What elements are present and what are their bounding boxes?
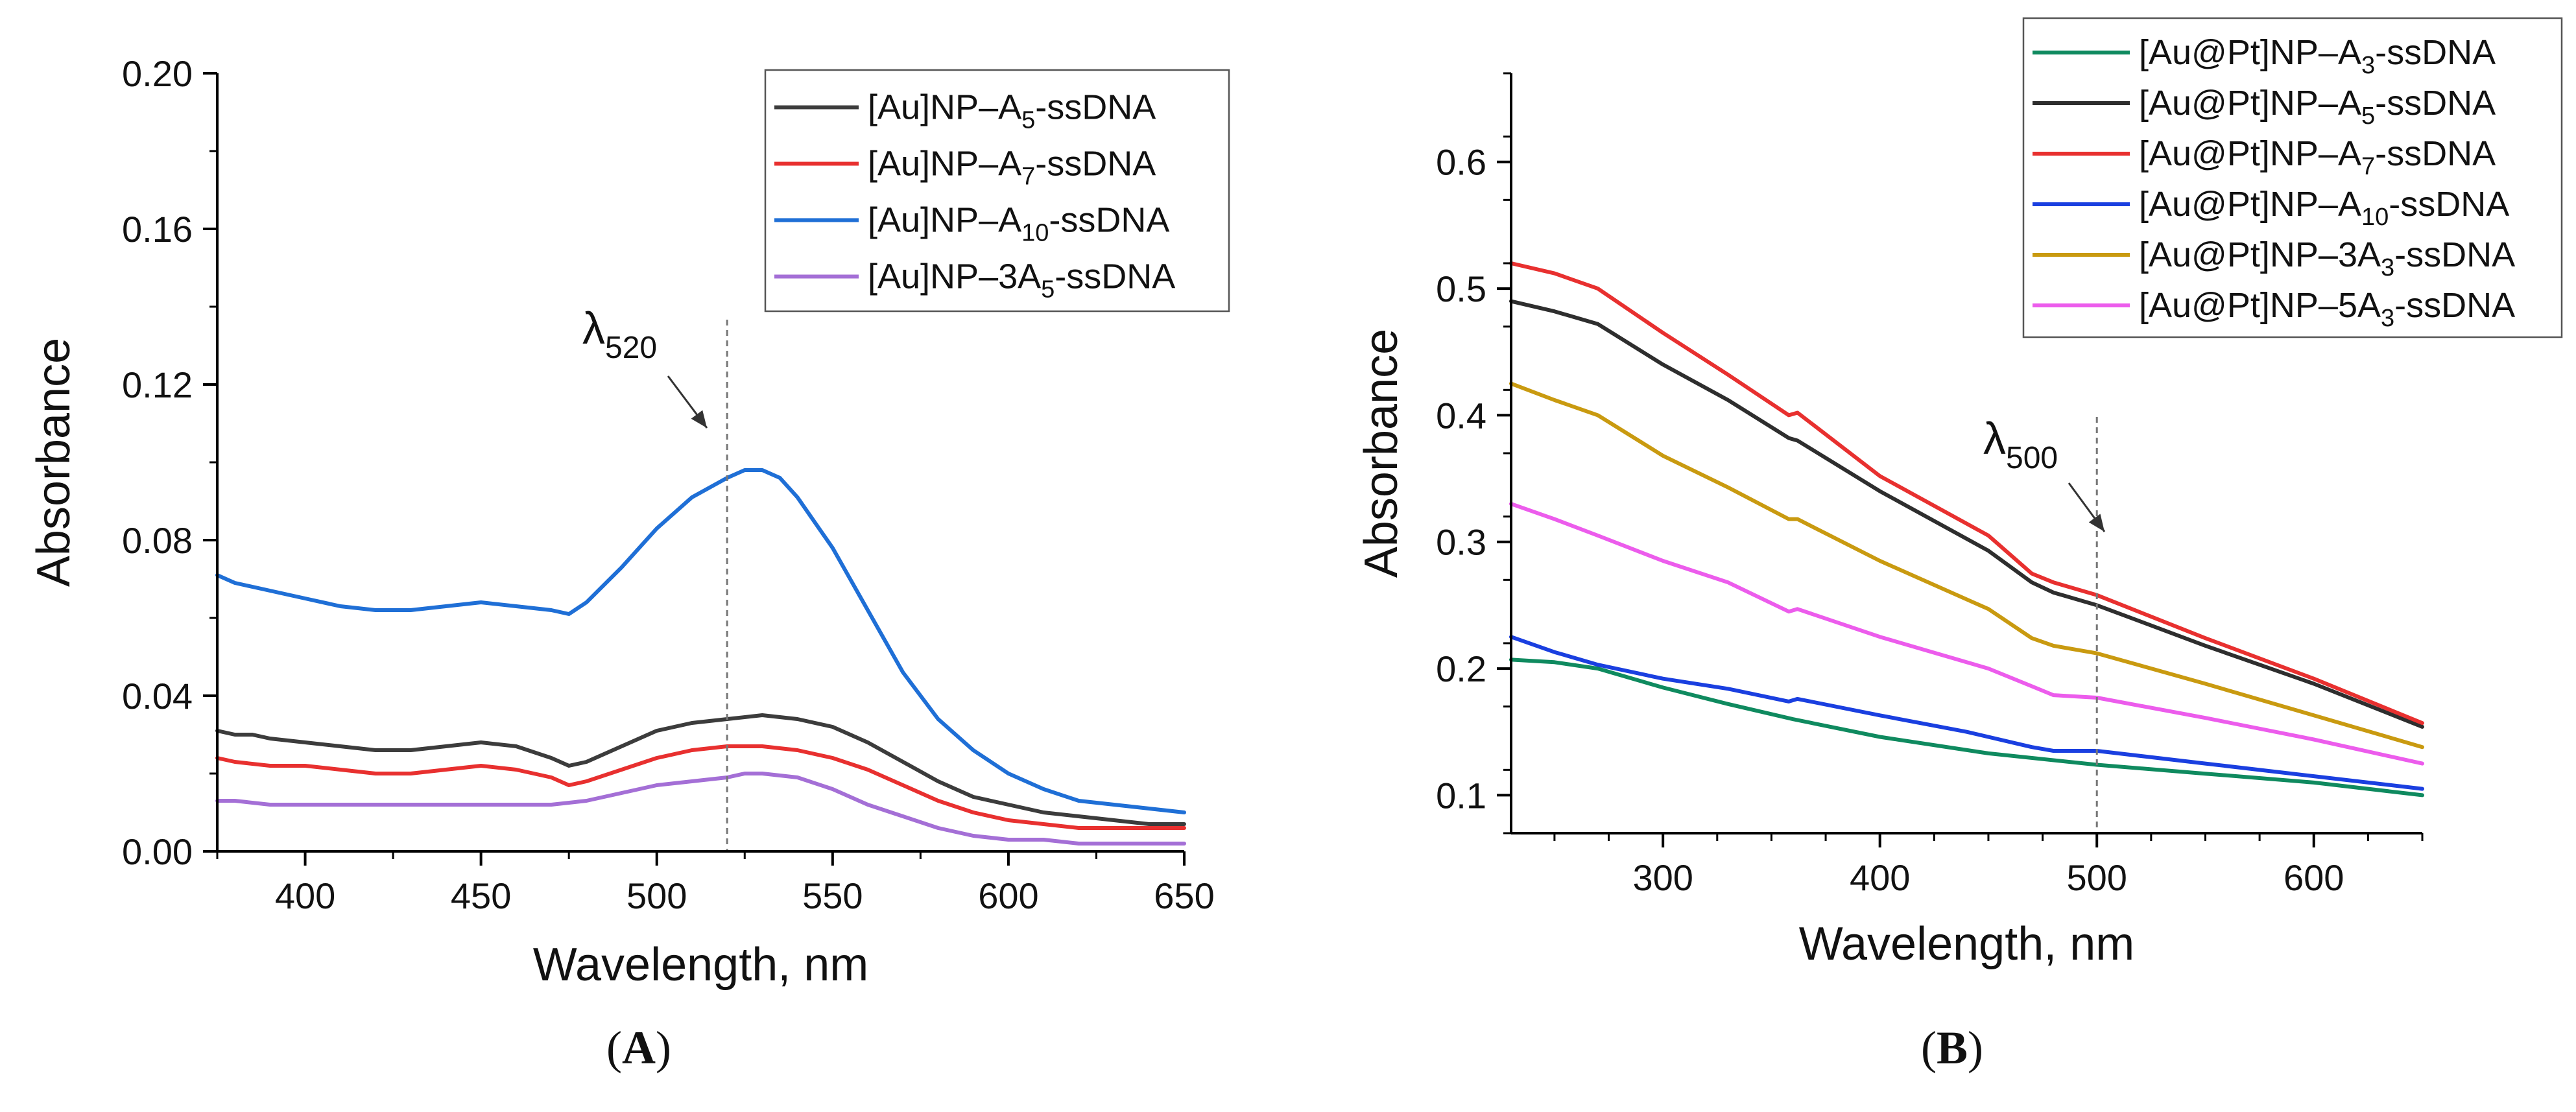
- legend-label-suffix: -ssDNA: [1055, 257, 1175, 296]
- legend-label-text: [Au]NP–3A: [868, 257, 1041, 296]
- chart-a-series-line-4: [215, 772, 1186, 846]
- legend-label-subscript: 7: [2361, 153, 2375, 180]
- x-tick-label: 500: [2066, 857, 2127, 898]
- chart-b-series-line-1: [1509, 657, 2424, 798]
- chart-a-series-line-3: [215, 468, 1186, 814]
- chart-b-series-line-3: [1509, 261, 2424, 726]
- chart-b-legend-entry-2: [Au@Pt]NP–A5-ssDNA: [2139, 84, 2496, 130]
- chart-b-lambda-subscript: 500: [2006, 441, 2058, 475]
- y-tick-label: 0.1: [1436, 775, 1486, 816]
- legend-label-suffix: -ssDNA: [1035, 88, 1156, 127]
- x-tick-label: 400: [1850, 857, 1910, 898]
- x-tick-label: 500: [626, 875, 687, 916]
- chart-a-lambda-annotation: λ520: [582, 303, 657, 365]
- legend-label-text: [Au]NP–A: [868, 201, 1021, 240]
- chart-a-panel-letter: A: [622, 1022, 656, 1074]
- legend-label-text: [Au]NP–A: [868, 145, 1021, 183]
- chart-b-legend-entry-5: [Au@Pt]NP–3A3-ssDNA: [2139, 235, 2515, 281]
- chart-b-legend-entry-1: [Au@Pt]NP–A3-ssDNA: [2139, 33, 2496, 79]
- chart-b-series-line-5: [1509, 381, 2424, 750]
- legend-label-suffix: -ssDNA: [1035, 145, 1156, 183]
- legend-label-text: [Au@Pt]NP–A: [2139, 33, 2361, 72]
- chart-b-series-group: [1509, 261, 2424, 798]
- chart-a-annotation-arrowhead: [691, 410, 707, 428]
- legend-label-subscript: 7: [1021, 163, 1035, 191]
- chart-b-series-line-4: [1509, 635, 2424, 791]
- chart-b-y-axis-label: Absorbance: [1355, 329, 1407, 578]
- legend-label-subscript: 10: [1021, 220, 1049, 247]
- chart-b-lambda-annotation: λ500: [1983, 413, 2058, 475]
- x-tick-label: 600: [2284, 857, 2344, 898]
- chart-b-panel-letter: B: [1937, 1022, 1968, 1074]
- chart-a-legend-entry-2: [Au]NP–A7-ssDNA: [868, 145, 1156, 191]
- x-tick-label: 550: [802, 875, 863, 916]
- chart-b-series-line-6: [1509, 502, 2424, 766]
- x-tick-label: 300: [1632, 857, 1693, 898]
- y-tick-label: 0.3: [1436, 522, 1486, 563]
- legend-label-suffix: -ssDNA: [2394, 286, 2515, 325]
- chart-a-legend-entry-1: [Au]NP–A5-ssDNA: [868, 88, 1156, 134]
- x-tick-label: 400: [275, 875, 335, 916]
- chart-b-lambda-symbol: λ: [1983, 413, 2006, 464]
- legend-label-text: [Au@Pt]NP–A: [2139, 185, 2361, 224]
- chart-a-lambda-symbol: λ: [582, 303, 605, 353]
- chart-a-legend-entry-3: [Au]NP–A10-ssDNA: [868, 201, 1169, 247]
- x-tick-label: 450: [451, 875, 511, 916]
- chart-b-axes: 0.1 0.2 0.3 0.4 0.5 0.6 300 400 500 600: [1436, 72, 2424, 898]
- legend-label-suffix: -ssDNA: [2394, 235, 2515, 274]
- y-tick-label: 0.00: [122, 831, 193, 872]
- y-tick-label: 0.04: [122, 676, 193, 716]
- chart-b: 0.1 0.2 0.3 0.4 0.5 0.6 300 400 500 600 Absorbanc…: [1355, 17, 2563, 1074]
- chart-a-axes: 0.00 0.04 0.08 0.12 0.16 0.20 400 450 500 550 600 6…: [122, 53, 1215, 916]
- legend-label-suffix: -ssDNA: [1049, 201, 1169, 240]
- legend-label-text: [Au@Pt]NP–A: [2139, 134, 2361, 173]
- y-tick-label: 0.20: [122, 53, 193, 94]
- legend-label-suffix: -ssDNA: [2375, 33, 2496, 72]
- chart-b-legend-box: [2022, 17, 2563, 338]
- legend-label-text: [Au]NP–A: [868, 88, 1021, 127]
- legend-label-suffix: -ssDNA: [2375, 84, 2496, 123]
- chart-b-legend-entry-6: [Au@Pt]NP–5A3-ssDNA: [2139, 286, 2515, 332]
- legend-label-text: [Au@Pt]NP–A: [2139, 84, 2361, 123]
- y-tick-label: 0.5: [1436, 268, 1486, 309]
- x-tick-label: 600: [978, 875, 1038, 916]
- y-tick-label: 0.08: [122, 520, 193, 561]
- legend-label-text: [Au@Pt]NP–5A: [2139, 286, 2381, 325]
- legend-label-text: [Au@Pt]NP–3A: [2139, 235, 2381, 274]
- y-tick-label: 0.6: [1436, 142, 1486, 183]
- chart-a-panel-label: (A): [606, 1022, 671, 1074]
- chart-a-series-group: [215, 468, 1186, 846]
- x-tick-label: 650: [1154, 875, 1214, 916]
- chart-b-legend-entry-3: [Au@Pt]NP–A7-ssDNA: [2139, 134, 2496, 180]
- legend-label-subscript: 10: [2361, 204, 2389, 231]
- y-tick-label: 0.4: [1436, 395, 1486, 436]
- chart-a-series-line-2: [215, 744, 1186, 830]
- legend-label-subscript: 5: [1041, 276, 1055, 303]
- y-tick-label: 0.12: [122, 364, 193, 405]
- legend-label-subscript: 3: [2381, 305, 2394, 332]
- chart-b-annotation-arrowhead: [2088, 514, 2105, 532]
- y-tick-label: 0.2: [1436, 648, 1486, 689]
- legend-label-suffix: -ssDNA: [2375, 134, 2496, 173]
- chart-b-series-line-2: [1509, 299, 2424, 729]
- chart-b-legend: [Au@Pt]NP–A3-ssDNA[Au@Pt]NP–A5-ssDNA[Au@…: [2022, 17, 2563, 338]
- chart-a-legend: [Au]NP–A5-ssDNA[Au]NP–A7-ssDNA[Au]NP–A10…: [764, 69, 1230, 313]
- chart-a-x-axis-label: Wavelength, nm: [533, 939, 869, 991]
- chart-a-y-axis-label: Absorbance: [28, 338, 80, 587]
- chart-b-panel-label: (B): [1921, 1022, 1983, 1074]
- legend-label-subscript: 3: [2381, 254, 2394, 281]
- legend-label-subscript: 3: [2361, 52, 2375, 79]
- chart-b-legend-entry-4: [Au@Pt]NP–A10-ssDNA: [2139, 185, 2509, 231]
- chart-a-legend-box: [764, 69, 1230, 313]
- chart-b-x-axis-label: Wavelength, nm: [1799, 918, 2135, 970]
- chart-a-series-line-1: [215, 713, 1186, 826]
- chart-a-legend-entry-4: [Au]NP–3A5-ssDNA: [868, 257, 1175, 303]
- y-tick-label: 0.16: [122, 209, 193, 250]
- chart-a: 0.00 0.04 0.08 0.12 0.16 0.20 400 450 500 550 600 6…: [28, 53, 1230, 1074]
- chart-a-lambda-subscript: 520: [605, 331, 657, 365]
- legend-label-subscript: 5: [1021, 107, 1035, 134]
- legend-label-suffix: -ssDNA: [2389, 185, 2509, 224]
- legend-label-subscript: 5: [2361, 102, 2375, 130]
